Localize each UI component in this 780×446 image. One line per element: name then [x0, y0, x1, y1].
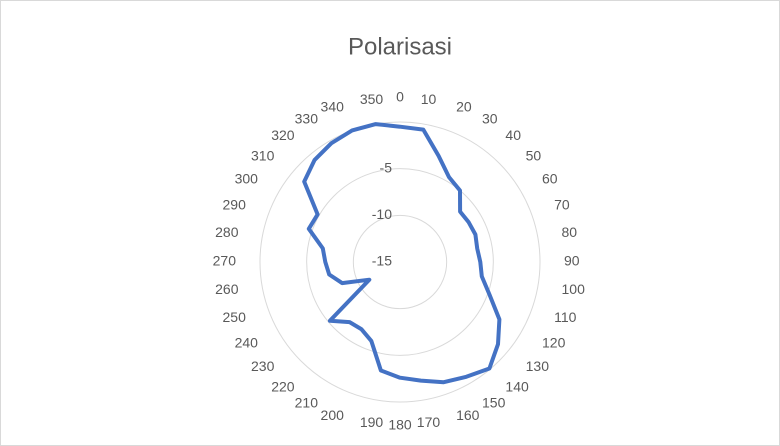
category-label: 320: [271, 127, 295, 143]
category-label: 210: [295, 395, 319, 411]
category-label: 30: [482, 111, 498, 127]
category-label: 250: [223, 309, 247, 325]
category-label: 20: [456, 99, 472, 115]
category-label: 0: [396, 89, 404, 105]
category-label: 300: [235, 171, 259, 187]
category-label: 150: [482, 395, 506, 411]
category-label: 350: [360, 91, 384, 107]
category-label: 200: [321, 407, 345, 423]
category-label: 10: [421, 91, 437, 107]
category-label: 120: [542, 335, 566, 351]
category-label: 170: [417, 414, 441, 430]
r-tick-label: -15: [372, 253, 392, 269]
category-label: 290: [223, 197, 247, 213]
category-label: 310: [251, 147, 275, 163]
category-label: 330: [295, 111, 319, 127]
chart-title: Polarisasi: [348, 33, 452, 60]
category-label: 70: [554, 197, 570, 213]
category-label: 130: [526, 358, 550, 374]
category-label: 160: [456, 407, 480, 423]
category-label: 80: [562, 224, 578, 240]
category-label: 240: [235, 335, 259, 351]
category-label: 100: [562, 281, 586, 297]
category-label: 40: [505, 127, 521, 143]
category-label: 340: [321, 99, 345, 115]
grid-ring: [352, 214, 448, 310]
r-tick-label: -10: [372, 206, 392, 222]
category-label: 220: [271, 378, 295, 394]
category-label: 190: [360, 414, 384, 430]
category-label: 260: [215, 281, 239, 297]
category-label: 90: [564, 253, 580, 269]
category-label: 280: [215, 224, 239, 240]
category-label: 110: [554, 309, 577, 325]
category-label: 140: [505, 378, 529, 394]
category-label: 270: [213, 253, 237, 269]
category-label: 230: [251, 358, 275, 374]
r-tick-label: -5: [380, 159, 393, 175]
category-label: 60: [542, 171, 558, 187]
category-label: 180: [388, 417, 412, 433]
grid-ring: [259, 121, 541, 403]
series-line: [302, 122, 502, 385]
category-label: 50: [526, 147, 542, 163]
grid-ring: [306, 168, 494, 356]
